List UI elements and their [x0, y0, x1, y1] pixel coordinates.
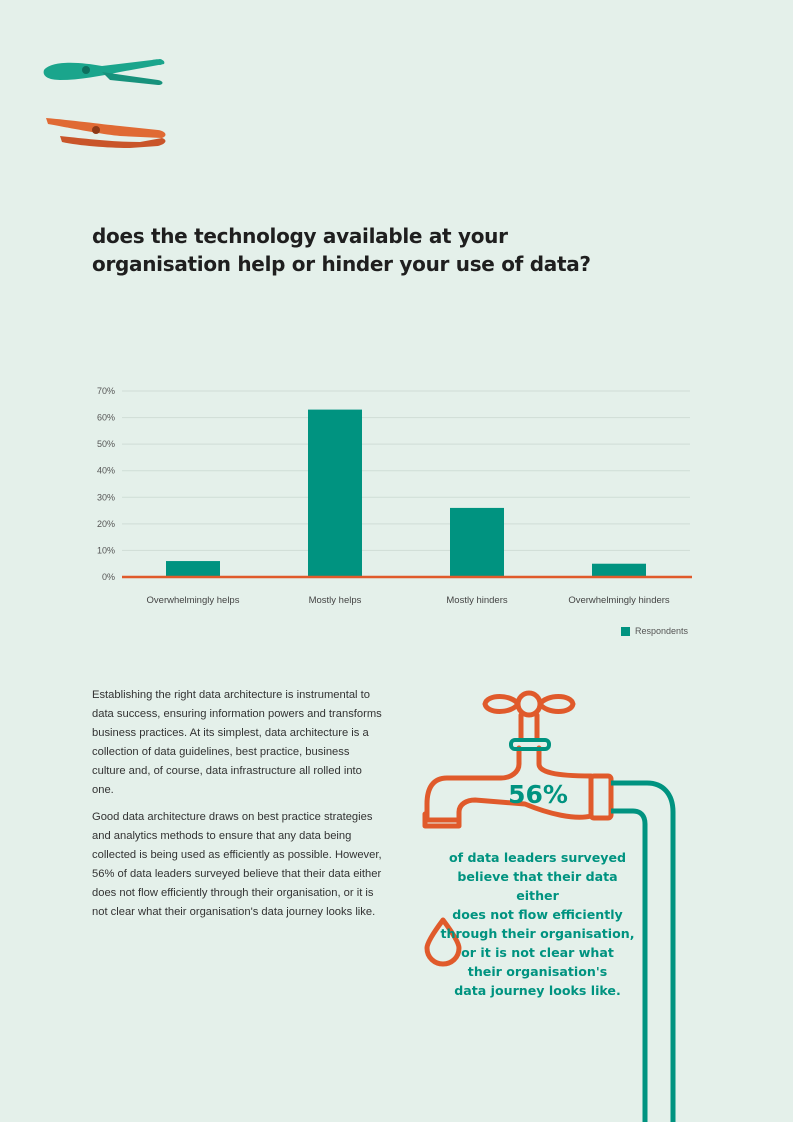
pliers-teal-icon: [43, 59, 165, 85]
legend-label: Respondents: [635, 626, 689, 636]
x-tick-label: Overwhelmingly hinders: [568, 595, 670, 606]
y-tick-label: 70%: [97, 386, 115, 396]
x-tick-label: Overwhelmingly helps: [147, 595, 240, 606]
bar: [450, 507, 504, 577]
x-tick-label: Mostly helps: [309, 595, 362, 606]
legend-swatch: [621, 626, 630, 636]
bar: [592, 563, 646, 577]
stat-line: of data leaders surveyed: [448, 850, 627, 865]
body-paragraph-2: Good data architecture draws on best pra…: [92, 811, 382, 918]
stat-line: through their organisation,: [440, 926, 635, 941]
body-paragraph-1: Establishing the right data architecture…: [92, 689, 382, 796]
y-tick-label: 40%: [97, 466, 115, 476]
y-tick-label: 60%: [97, 413, 115, 423]
x-tick-label: Mostly hinders: [446, 595, 507, 606]
stat-line: believe that their data either: [457, 869, 618, 903]
stat-line: or it is not clear what: [461, 945, 614, 960]
stat-line: their organisation's: [467, 964, 608, 979]
chart-legend: Respondents: [621, 626, 688, 636]
stat-line: does not flow efficiently: [452, 907, 623, 922]
y-tick-label: 30%: [97, 492, 115, 502]
stat-description: of data leaders surveyed believe that th…: [440, 848, 635, 1000]
tap-icon: [422, 690, 676, 1122]
stat-value: 56%: [508, 780, 568, 809]
y-tick-label: 50%: [97, 439, 115, 449]
chart-question-title: does the technology available at your or…: [92, 224, 591, 276]
y-tick-label: 0%: [102, 572, 115, 582]
bar: [308, 409, 362, 577]
body-text: Establishing the right data architecture…: [92, 686, 382, 930]
bar: [166, 561, 220, 577]
pliers-orange-icon: [46, 118, 166, 148]
y-tick-label: 20%: [97, 519, 115, 529]
stat-line: data journey looks like.: [454, 983, 621, 998]
y-tick-label: 10%: [97, 545, 115, 555]
bar-chart: 0% 10% 20% 30% 40% 50% 60% 70% Overwhelmingly he…: [97, 386, 692, 606]
